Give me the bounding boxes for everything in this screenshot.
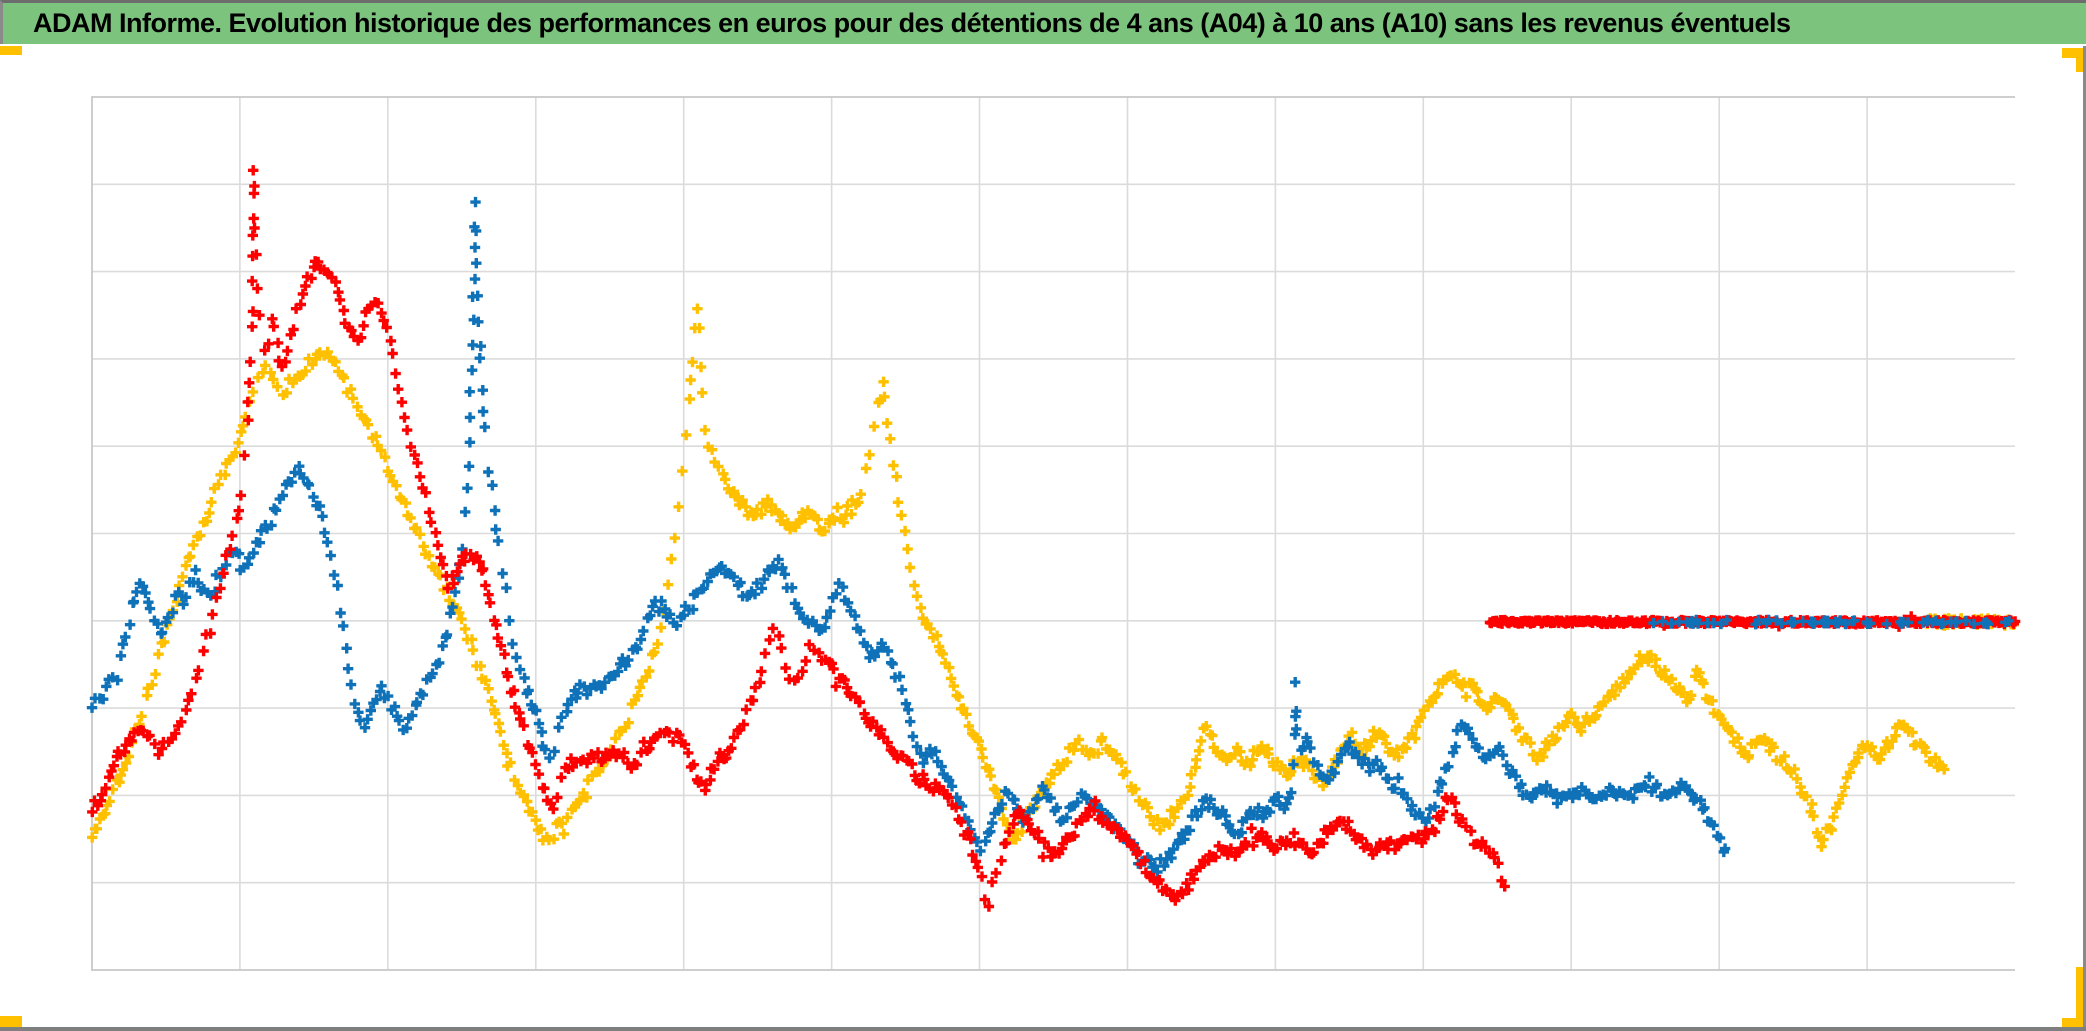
selection-handle-top-right-h[interactable] — [2062, 48, 2086, 58]
selection-handle-bottom-right-v[interactable] — [2076, 967, 2086, 1028]
selection-handle-bottom-left[interactable] — [0, 1016, 22, 1028]
yellow-series-points — [87, 303, 1950, 852]
blue-series-points — [86, 196, 1731, 878]
gridlines — [92, 97, 2015, 970]
scatter-plot — [86, 96, 2021, 971]
chart-title: ADAM Informe. Evolution historique des p… — [33, 8, 1791, 38]
blue-line-specks — [1648, 614, 2015, 630]
title-bar-cell[interactable]: ADAM Informe. Evolution historique des p… — [0, 0, 2086, 44]
window-edge-bottom — [0, 1027, 2086, 1031]
selection-handle-top-right-v[interactable] — [2076, 48, 2086, 72]
chart-canvas[interactable] — [0, 46, 2086, 1026]
plot-border — [91, 96, 2015, 971]
red-series-points — [87, 165, 1510, 912]
selection-handle-top-left[interactable] — [0, 46, 22, 55]
window-edge-right — [2083, 46, 2086, 1027]
selection-handle-bottom-right-h[interactable] — [2062, 1018, 2086, 1028]
